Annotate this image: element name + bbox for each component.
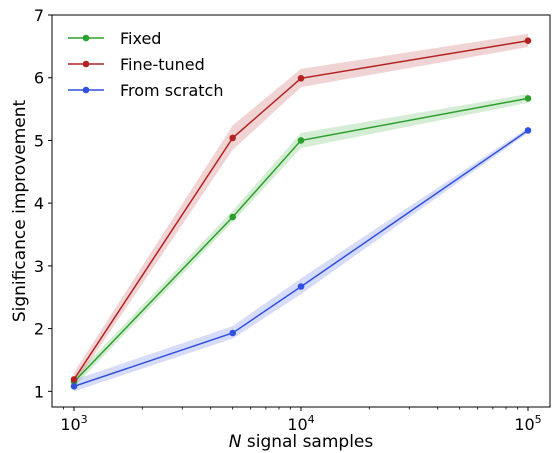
y-tick-label: 5 bbox=[34, 131, 44, 150]
y-axis: 1 2 3 4 5 6 7 bbox=[34, 6, 52, 401]
legend-swatch-marker bbox=[82, 34, 90, 42]
series-points bbox=[70, 37, 532, 390]
legend-item-from-scratch: From scratch bbox=[68, 81, 223, 100]
fine-tuned-point bbox=[297, 75, 305, 82]
legend-item-fixed: Fixed bbox=[68, 29, 161, 48]
from-scratch-point bbox=[229, 329, 236, 337]
from-scratch-point bbox=[297, 283, 305, 290]
x-tick-label: 104 bbox=[287, 413, 314, 434]
from-scratch-point bbox=[524, 127, 532, 134]
y-tick-label: 1 bbox=[34, 382, 44, 401]
from-scratch-band bbox=[74, 127, 528, 392]
legend-swatch-marker bbox=[82, 60, 90, 68]
legend-label: From scratch bbox=[120, 81, 223, 100]
fixed-point bbox=[524, 95, 532, 102]
legend-swatch-marker bbox=[82, 86, 90, 94]
legend-item-fine-tuned: Fine-tuned bbox=[68, 55, 205, 74]
confidence-bands bbox=[74, 33, 528, 392]
x-tick-label: 103 bbox=[60, 413, 87, 434]
x-tick-label: 105 bbox=[514, 413, 541, 434]
fine-tuned-line bbox=[73, 39, 529, 380]
fine-tuned-point bbox=[524, 37, 532, 44]
y-tick-label: 4 bbox=[34, 194, 44, 213]
legend-label: Fine-tuned bbox=[120, 55, 205, 74]
from-scratch-line bbox=[73, 129, 529, 388]
fine-tuned-point bbox=[229, 134, 236, 142]
y-tick-label: 2 bbox=[34, 320, 44, 339]
legend: Fixed Fine-tuned From scratch bbox=[68, 29, 223, 100]
fine-tuned-point bbox=[70, 376, 78, 383]
legend-label: Fixed bbox=[120, 29, 161, 48]
x-axis: 103 104 105 bbox=[60, 407, 542, 434]
y-axis-label: Significance improvement bbox=[10, 100, 30, 323]
fixed-point bbox=[229, 213, 236, 221]
fixed-line bbox=[73, 97, 529, 383]
y-tick-label: 7 bbox=[34, 6, 44, 25]
x-axis-label: N signal samples bbox=[229, 432, 374, 452]
y-tick-label: 3 bbox=[34, 257, 44, 276]
y-tick-label: 6 bbox=[34, 69, 44, 88]
series-lines bbox=[73, 39, 529, 388]
fixed-point bbox=[297, 137, 305, 144]
from-scratch-point bbox=[70, 383, 78, 390]
